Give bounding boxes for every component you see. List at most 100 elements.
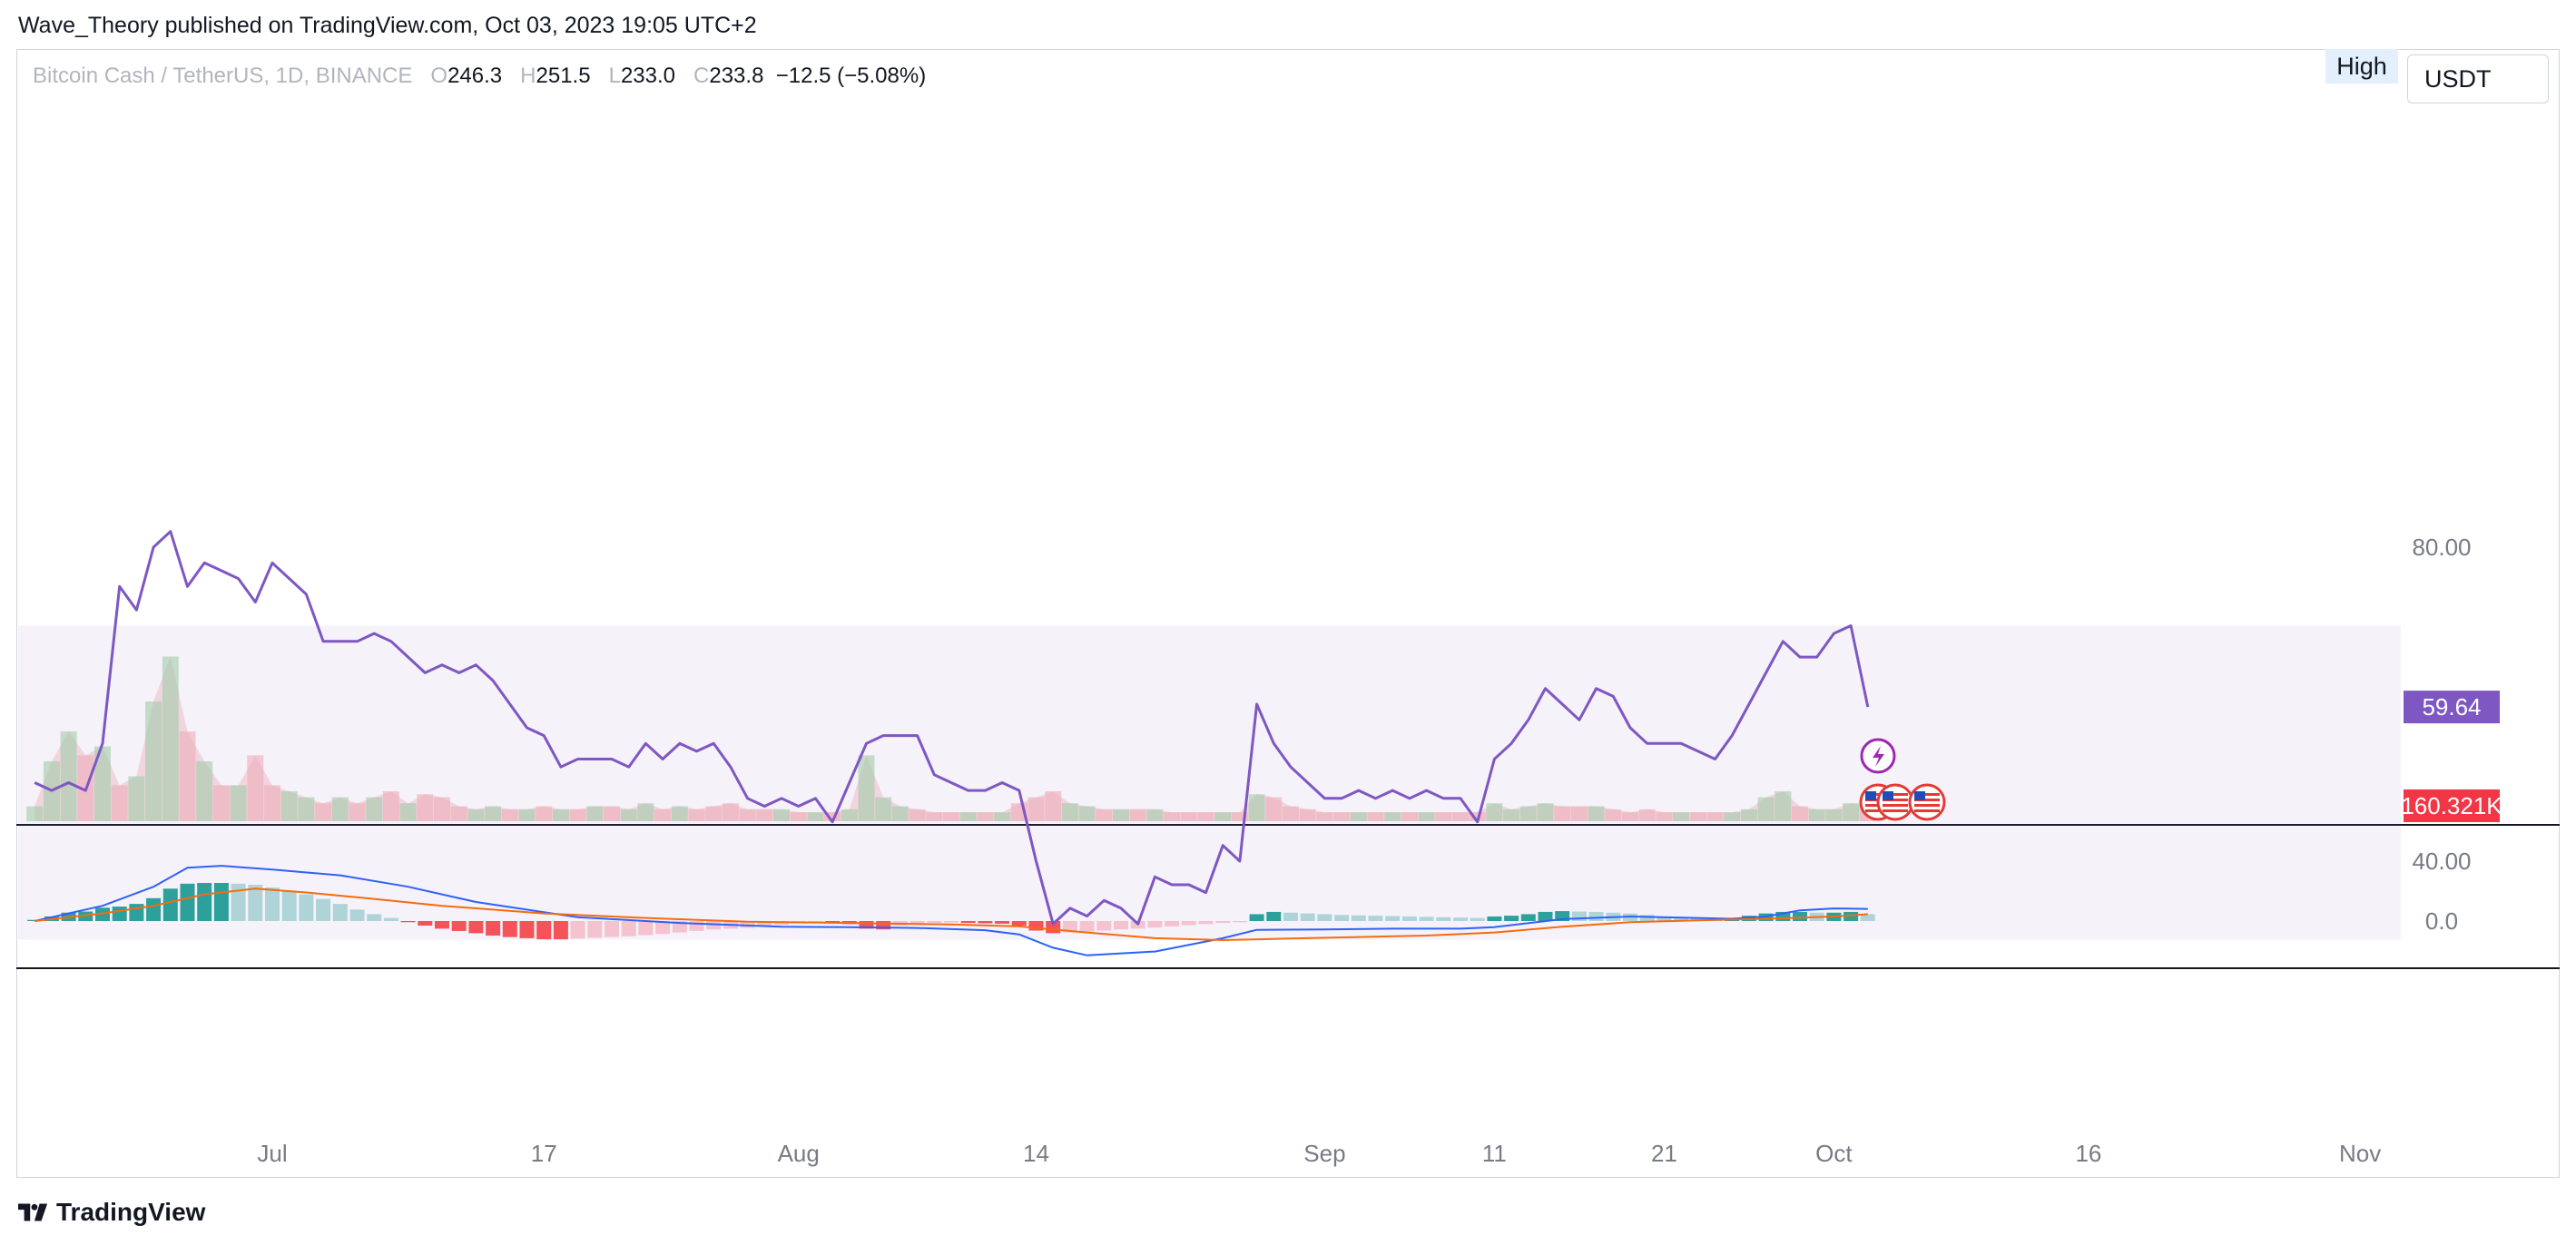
macd-histogram-bar: [468, 921, 484, 934]
volume-bar: [485, 806, 502, 821]
macd-histogram-bar: [1571, 911, 1587, 921]
volume-bar: [891, 806, 909, 821]
volume-bar: [1638, 809, 1656, 821]
macd-histogram-bar: [451, 921, 467, 931]
volume-bar: [1078, 806, 1096, 821]
macd-histogram-bar: [146, 897, 162, 921]
macd-histogram-bar: [605, 921, 619, 937]
volume-bar: [824, 812, 841, 821]
macd-histogram-bar: [1011, 921, 1027, 926]
volume-bar: [128, 776, 145, 821]
macd-histogram-bar: [180, 883, 195, 921]
open-label: O: [430, 64, 448, 88]
close-label: C: [693, 64, 710, 88]
volume-bar: [382, 791, 399, 821]
volume-bar: [756, 809, 773, 821]
volume-bar: [1554, 806, 1571, 821]
us-flag-stripe: [1914, 799, 1940, 801]
time-axis-label: 17: [531, 1140, 557, 1167]
volume-bar: [1231, 812, 1248, 821]
macd-histogram-bar: [570, 921, 585, 939]
macd-histogram-bar: [1368, 916, 1383, 921]
macd-histogram-bar: [706, 921, 722, 930]
macd-histogram-bar: [265, 887, 280, 921]
macd-histogram-bar: [1487, 916, 1502, 921]
high-label: H: [520, 64, 536, 88]
volume-bar: [331, 797, 349, 821]
rsi-layer: [18, 530, 2401, 940]
macd-histogram-bar: [587, 921, 603, 938]
us-flag-icon-ring: [1908, 783, 1946, 821]
tradingview-brand: TradingView: [56, 1198, 206, 1226]
us-flag-stripe: [1914, 804, 1940, 807]
volume-bar: [688, 809, 705, 821]
volume-bar: [959, 812, 977, 821]
axis-layer: 0.080.0040.00300.0280.0260.0240.0220.020…: [257, 534, 2471, 1167]
us-flag-icon[interactable]: [1908, 783, 1946, 821]
volume-bar: [773, 809, 790, 821]
volume-bar: [1622, 812, 1638, 821]
volume-bar: [1605, 809, 1622, 821]
macd-histogram-bar: [95, 907, 110, 921]
low-value: 233.0: [620, 64, 675, 88]
macd-histogram-bar: [248, 885, 263, 921]
volume-bar: [1350, 812, 1367, 821]
macd-histogram-bar: [231, 883, 246, 921]
volume-bar: [212, 785, 230, 821]
us-flag-icon-ring: [1876, 783, 1914, 821]
volume-bar: [739, 809, 756, 821]
close-value: 233.8: [709, 64, 764, 88]
grid-layer: [16, 824, 2560, 969]
macd-histogram-bar: [536, 921, 552, 940]
tradingview-logo[interactable]: TradingView: [18, 1198, 205, 1227]
volume-bar: [1248, 794, 1265, 821]
macd-line: [34, 865, 1868, 956]
volume-bar: [1316, 812, 1333, 821]
macd-histogram-bar: [1062, 921, 1077, 933]
macd-histogram-bar: [1385, 916, 1401, 921]
macd-histogram-bar: [316, 898, 331, 921]
lightning-icon[interactable]: [1860, 738, 1896, 774]
volume-bar: [1724, 812, 1741, 821]
rsi-axis-tick: 80.00: [2412, 534, 2471, 561]
volume-bar: [671, 806, 688, 821]
macd-histogram-bar: [909, 921, 925, 925]
macd-histogram-bar: [1793, 911, 1807, 921]
volume-bar: [1180, 812, 1197, 821]
time-axis-label: 16: [2075, 1140, 2101, 1167]
volume-bar: [1503, 809, 1520, 821]
volume-bar: [1045, 791, 1062, 821]
macd-histogram-bar: [1232, 921, 1247, 923]
macd-histogram-bar: [1334, 915, 1350, 921]
volume-bar: [552, 809, 569, 821]
currency-selector[interactable]: USDT: [2407, 54, 2549, 103]
volume-bar: [417, 794, 434, 821]
volume-bar: [1146, 809, 1164, 821]
volume-bar: [1418, 812, 1435, 821]
scale-mode-badge[interactable]: High: [2325, 49, 2398, 83]
volume-bar: [1757, 797, 1775, 821]
volume-bar: [1435, 812, 1452, 821]
volume-bar: [1197, 812, 1214, 821]
us-flag-canton: [1914, 791, 1925, 800]
rsi-value-tag: 59.64: [2422, 693, 2481, 721]
macd-histogram-bar: [502, 921, 517, 937]
symbol-label[interactable]: Bitcoin Cash / TetherUS, 1D, BINANCE: [33, 64, 413, 88]
macd-histogram-bar: [995, 921, 1010, 924]
open-value: 246.3: [447, 64, 503, 88]
us-flag-stripe: [1883, 804, 1908, 807]
macd-histogram-bar: [1028, 921, 1044, 931]
us-flag-icon[interactable]: [1876, 783, 1914, 821]
volume-bar: [162, 656, 179, 821]
macd-histogram-bar: [1453, 917, 1468, 921]
macd-histogram-bar: [553, 921, 568, 940]
macd-histogram-bar: [1419, 917, 1434, 921]
macd-histogram-bar: [1317, 914, 1332, 921]
volume-bar: [536, 806, 553, 821]
time-axis-label: 21: [1651, 1140, 1677, 1167]
macd-histogram-bar: [1538, 911, 1553, 921]
us-flag-stripe: [1914, 793, 1940, 796]
volume-bar: [1452, 812, 1469, 821]
